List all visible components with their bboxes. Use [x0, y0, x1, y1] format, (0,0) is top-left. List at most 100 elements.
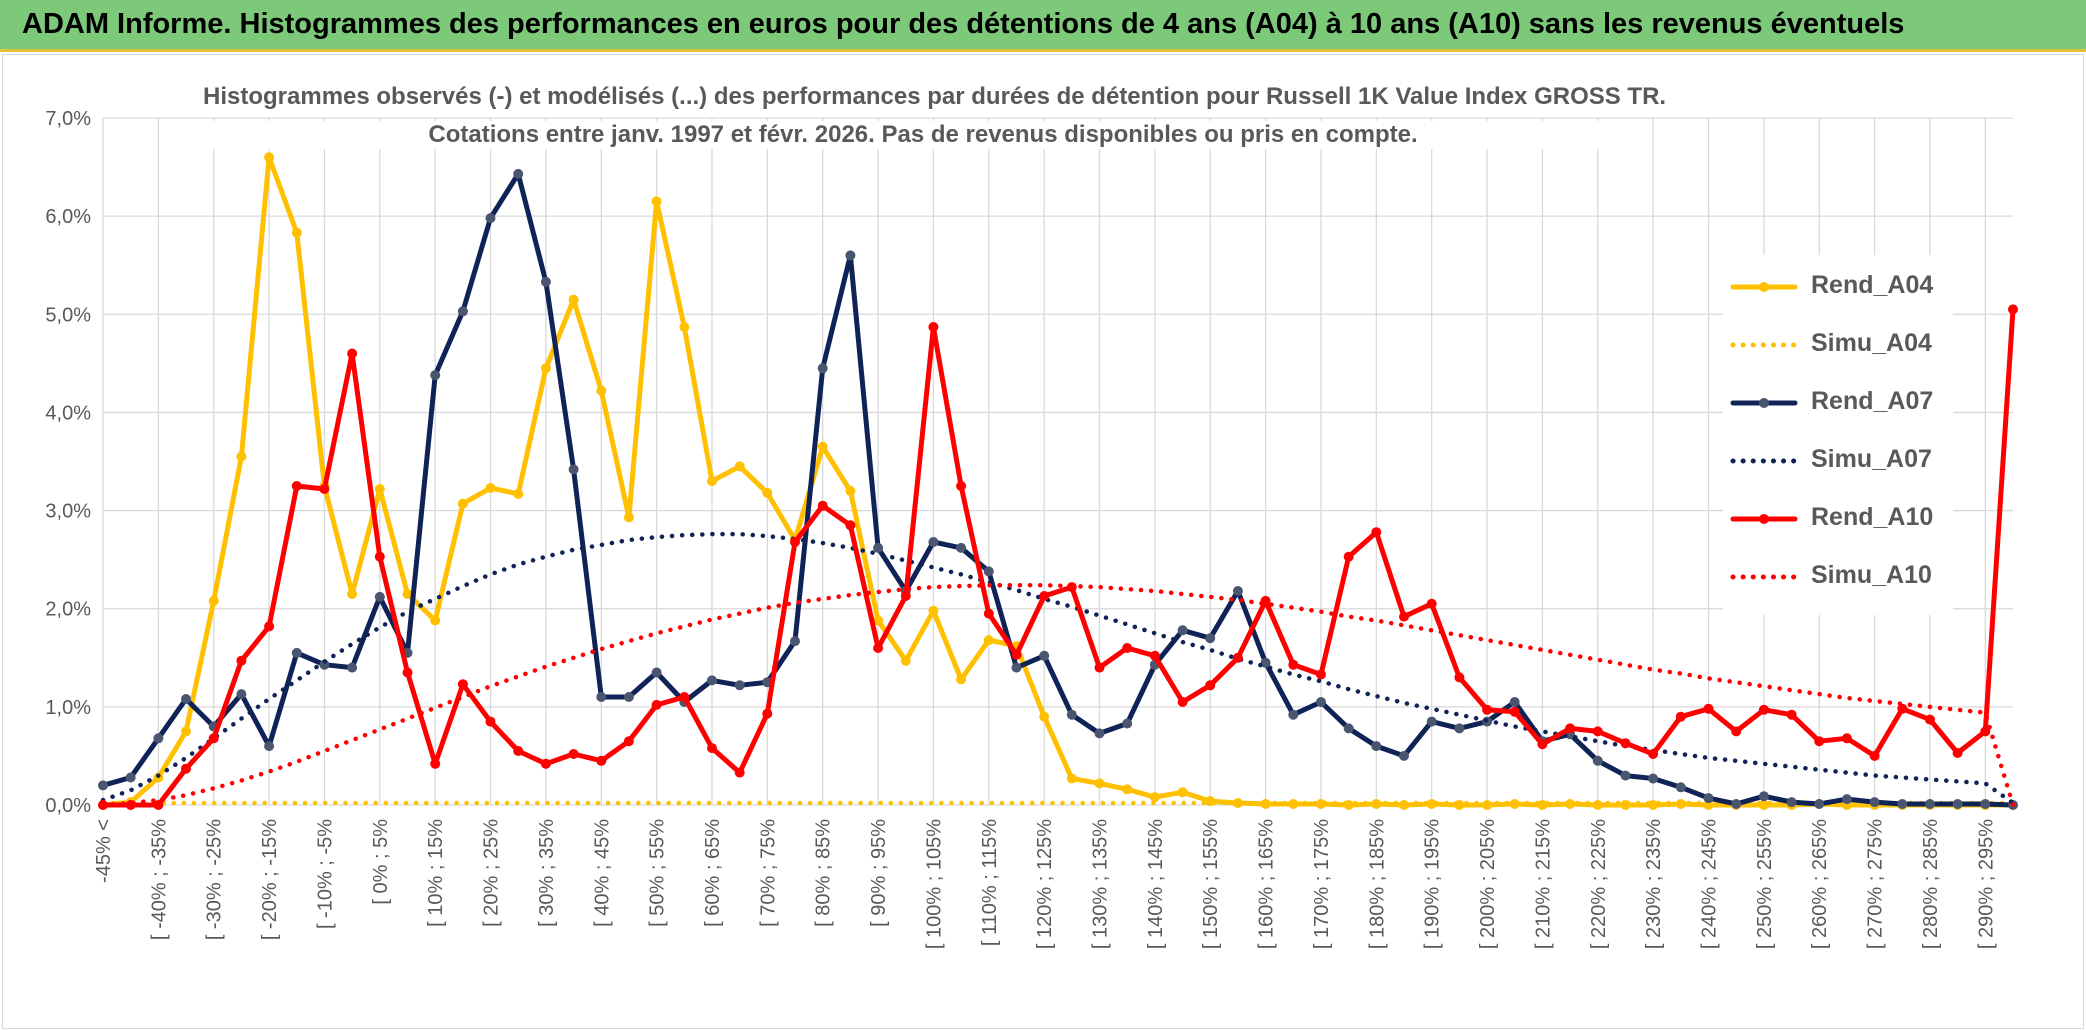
- data-point-rend-a07: [153, 733, 164, 744]
- data-point-rend-a07: [1316, 697, 1326, 707]
- data-point-rend-a10: [1565, 723, 1576, 734]
- data-point-rend-a07: [1288, 709, 1299, 720]
- x-tick-label: [ -20% ; -15%: [259, 819, 281, 940]
- x-tick-label: [ 250% ; 255%: [1754, 819, 1776, 949]
- data-point-rend-a07: [430, 370, 441, 381]
- data-point-rend-a10: [1482, 704, 1493, 715]
- data-point-rend-a07: [1675, 782, 1686, 793]
- data-point-rend-a07: [1897, 799, 1908, 809]
- data-point-rend-a07: [291, 647, 302, 658]
- data-point-rend-a07: [181, 694, 191, 704]
- data-point-rend-a07: [1980, 799, 1991, 809]
- data-point-rend-a10: [900, 591, 911, 601]
- chart-area: 0,0% 1,0% 2,0% 3,0% 4,0% 5,0% 6,0% 7,0% -45% < [ …: [45, 108, 2018, 949]
- report-title: ADAM Informe. Histogrammes des performan…: [22, 8, 1905, 40]
- legend-swatch: [1730, 574, 1798, 580]
- x-tick-label: [ 40% ; 45%: [591, 819, 613, 927]
- data-point-rend-a07: [98, 780, 108, 791]
- data-point-rend-a10: [1011, 649, 1022, 660]
- data-point-rend-a07: [956, 542, 967, 553]
- legend-item-rend-a07: Rend_A07: [1723, 383, 1953, 423]
- y-tick-label: 2,0%: [45, 599, 91, 621]
- chart-title-line-1: Histogrammes observés (-) et modélisés (…: [203, 83, 1667, 111]
- x-tick-label: [ 110% ; 115%: [979, 819, 1001, 946]
- data-point-rend-a07: [1343, 723, 1354, 734]
- data-point-rend-a04: [430, 615, 441, 626]
- data-point-rend-a07: [1039, 650, 1050, 661]
- data-point-rend-a07: [1399, 750, 1409, 761]
- data-point-rend-a10: [291, 481, 302, 491]
- data-point-rend-a07: [1122, 718, 1133, 729]
- data-point-rend-a10: [1288, 659, 1299, 670]
- data-point-rend-a04: [928, 605, 939, 616]
- data-point-rend-a04: [596, 385, 607, 396]
- data-point-rend-a04: [734, 461, 745, 472]
- data-point-rend-a10: [734, 767, 745, 778]
- data-point-rend-a07: [1011, 662, 1022, 673]
- data-point-rend-a10: [1371, 527, 1382, 538]
- x-tick-label: [ 140% ; 145%: [1145, 819, 1167, 949]
- y-tick-label: 4,0%: [45, 402, 91, 424]
- x-tick-label: [ 100% ; 105%: [923, 819, 945, 949]
- data-point-rend-a10: [1592, 726, 1603, 737]
- data-point-rend-a07: [707, 675, 717, 686]
- data-point-rend-a10: [1232, 652, 1243, 663]
- y-tick-label: 3,0%: [45, 501, 91, 523]
- data-point-rend-a10: [1149, 650, 1160, 661]
- data-point-rend-a04: [181, 726, 191, 737]
- data-point-rend-a10: [1758, 704, 1769, 715]
- legend-swatch: [1730, 398, 1798, 408]
- data-point-rend-a10: [707, 743, 717, 754]
- series-line-rend-a07: [100, 171, 2016, 808]
- data-point-rend-a10: [2008, 304, 2018, 315]
- data-point-rend-a04: [402, 589, 413, 599]
- data-point-rend-a07: [1731, 799, 1742, 809]
- data-point-rend-a07: [1454, 723, 1465, 734]
- x-tick-label: [ 30% ; 35%: [536, 819, 558, 927]
- data-point-rend-a04: [983, 635, 994, 646]
- data-point-rend-a10: [1814, 736, 1825, 747]
- data-point-rend-a10: [1703, 703, 1714, 714]
- data-point-rend-a10: [236, 655, 247, 666]
- data-point-rend-a07: [1925, 799, 1935, 809]
- x-tick-label: [ 170% ; 175%: [1311, 819, 1333, 949]
- data-point-rend-a10: [1925, 714, 1935, 725]
- series-line-simu-a10: [100, 582, 2016, 808]
- data-point-rend-a10: [873, 643, 884, 653]
- x-tick-label: [ 60% ; 65%: [702, 819, 724, 927]
- data-point-rend-a07: [1260, 657, 1271, 668]
- data-point-rend-a07: [1426, 716, 1437, 727]
- chart-legend: Rend_A04 Simu_A04 Rend_A07 Simu_A07 Rend_A10…: [1723, 255, 1953, 615]
- data-point-rend-a07: [1869, 797, 1880, 808]
- data-point-rend-a04: [1149, 792, 1160, 803]
- data-point-rend-a07: [734, 680, 745, 691]
- legend-label: Rend_A04: [1811, 271, 1934, 299]
- x-tick-label: [ 160% ; 165%: [1256, 819, 1278, 949]
- data-point-rend-a07: [1592, 755, 1603, 766]
- data-point-rend-a04: [540, 363, 551, 374]
- data-point-rend-a10: [956, 481, 967, 491]
- legend-swatch: [1730, 458, 1798, 464]
- data-point-rend-a07: [513, 168, 524, 179]
- data-point-rend-a10: [1620, 738, 1631, 749]
- x-tick-label: [ 130% ; 135%: [1090, 819, 1112, 949]
- data-point-rend-a10: [1537, 739, 1548, 750]
- chart-title-line-2: Cotations entre janv. 1997 et févr. 2026…: [203, 121, 1643, 149]
- data-point-rend-a10: [596, 755, 607, 766]
- data-point-rend-a07: [1814, 799, 1825, 809]
- data-point-rend-a04: [264, 152, 275, 163]
- data-point-rend-a10: [983, 608, 994, 619]
- data-point-rend-a07: [236, 689, 247, 700]
- data-point-rend-a10: [1094, 662, 1105, 673]
- data-point-rend-a10: [1205, 680, 1216, 691]
- x-tick-label: [ 280% ; 285%: [1920, 819, 1942, 949]
- data-point-rend-a10: [1426, 598, 1437, 609]
- data-point-rend-a07: [125, 772, 136, 783]
- data-point-rend-a10: [513, 746, 524, 756]
- legend-item-simu-a10: Simu_A10: [1723, 557, 1953, 597]
- data-point-rend-a07: [1066, 709, 1077, 720]
- data-point-rend-a10: [1786, 709, 1797, 720]
- data-point-rend-a04: [236, 451, 247, 462]
- data-point-rend-a10: [1454, 672, 1465, 683]
- data-point-rend-a10: [1731, 726, 1742, 737]
